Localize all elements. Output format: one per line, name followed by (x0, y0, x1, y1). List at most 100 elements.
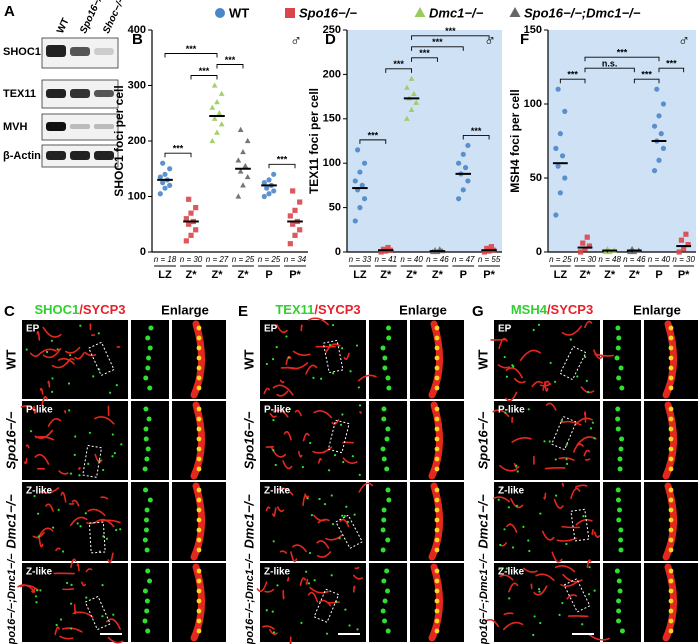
enlarged-focus (615, 406, 621, 412)
focus (68, 409, 71, 412)
enlarged-focus (386, 385, 392, 391)
focus (515, 464, 518, 467)
enlarged-focus (145, 628, 151, 634)
focus (85, 596, 88, 599)
merged-focus (434, 325, 440, 331)
focus (101, 615, 104, 618)
y-tick-label: 100 (323, 157, 341, 169)
merged-focus (668, 416, 674, 422)
stage-label: P-like (26, 405, 53, 416)
enlarge-green (131, 401, 169, 480)
merged-focus (434, 527, 440, 533)
enlarged-focus (143, 527, 149, 533)
merged-focus (668, 355, 674, 361)
focus (109, 391, 112, 394)
significance-bracket (584, 67, 635, 73)
enlarged-focus (617, 456, 623, 462)
data-point (577, 249, 584, 255)
data-point (266, 191, 272, 197)
focus (276, 584, 279, 587)
focus (272, 418, 275, 422)
enlarged-focus (144, 507, 150, 513)
focus (301, 465, 304, 469)
chromosome-axis (269, 628, 278, 635)
merged-focus (668, 537, 674, 543)
merged-focus (196, 497, 202, 503)
enlarged-focus (142, 588, 148, 594)
enlarge-green (369, 482, 407, 561)
focus (358, 473, 361, 476)
focus (538, 590, 541, 593)
data-point (287, 213, 293, 219)
focus (558, 613, 561, 616)
chromosome-axis (519, 349, 541, 361)
focus (507, 506, 510, 509)
chromosome-axis (294, 409, 302, 417)
chromosome-axis (283, 431, 292, 441)
chromosome-axis (71, 499, 80, 507)
enlarged-focus (619, 628, 625, 634)
enlarged-focus (385, 426, 391, 432)
chromosome-axis (352, 585, 356, 593)
merged-focus (668, 446, 674, 452)
focus (79, 525, 82, 528)
chromosome-axis (38, 536, 44, 548)
chromosome-axis (276, 390, 289, 397)
chromosome-axis (286, 576, 290, 582)
x-tick-label: Z* (380, 269, 392, 281)
data-point (266, 177, 272, 183)
chromosome-axis (339, 518, 350, 528)
n-label: n = 33 (349, 255, 372, 264)
genotype-label: Spo16−/−;Dmc1−/− (244, 553, 256, 644)
micrograph (494, 563, 600, 642)
data-point (216, 110, 223, 116)
data-point (218, 90, 225, 96)
data-point (559, 153, 566, 159)
enlarged-focus (616, 578, 622, 584)
focus (331, 522, 335, 526)
enlarged-focus (618, 365, 624, 371)
merged-focus (196, 426, 202, 432)
merged-focus (434, 547, 440, 553)
focus (112, 613, 115, 616)
sex-symbol: ♂ (678, 33, 690, 50)
chromosome-axis (506, 523, 518, 533)
merged-focus (434, 568, 440, 574)
n-label: n = 25 (549, 255, 572, 264)
x-tick-label: LZ (353, 269, 367, 281)
focus (341, 347, 344, 350)
focus (309, 441, 312, 445)
focus (37, 512, 40, 515)
data-point (685, 242, 691, 248)
significance-bracket (385, 68, 413, 73)
legend-marker (215, 8, 225, 18)
chromosome-axis (279, 379, 285, 384)
enlarged-focus (144, 598, 150, 604)
enlarged-focus (382, 598, 388, 604)
merged-focus (196, 507, 202, 513)
chromosome-axis (309, 586, 329, 594)
focus (355, 344, 359, 347)
data-point (413, 99, 420, 105)
significance-bracket (658, 67, 685, 73)
chromosome-axis (331, 419, 340, 425)
chromosome-axis (25, 444, 30, 449)
genotype-label: Spo16−/− (475, 411, 490, 469)
data-point (562, 108, 568, 114)
focus (554, 380, 557, 383)
focus (576, 375, 579, 378)
data-point (465, 178, 471, 184)
focus (338, 537, 341, 540)
panel-letter: G (472, 303, 484, 320)
x-tick-label: P* (289, 269, 301, 281)
enlarged-focus (616, 335, 622, 341)
focus (342, 460, 345, 464)
stain-header: SHOC1/SYCP3 (34, 302, 125, 317)
zoom-box (563, 578, 591, 613)
focus (341, 514, 344, 517)
merged-focus (196, 385, 202, 391)
focus (306, 497, 309, 500)
focus (349, 370, 352, 373)
stage-label: P-like (498, 405, 525, 416)
sex-symbol: ♂ (290, 33, 302, 50)
